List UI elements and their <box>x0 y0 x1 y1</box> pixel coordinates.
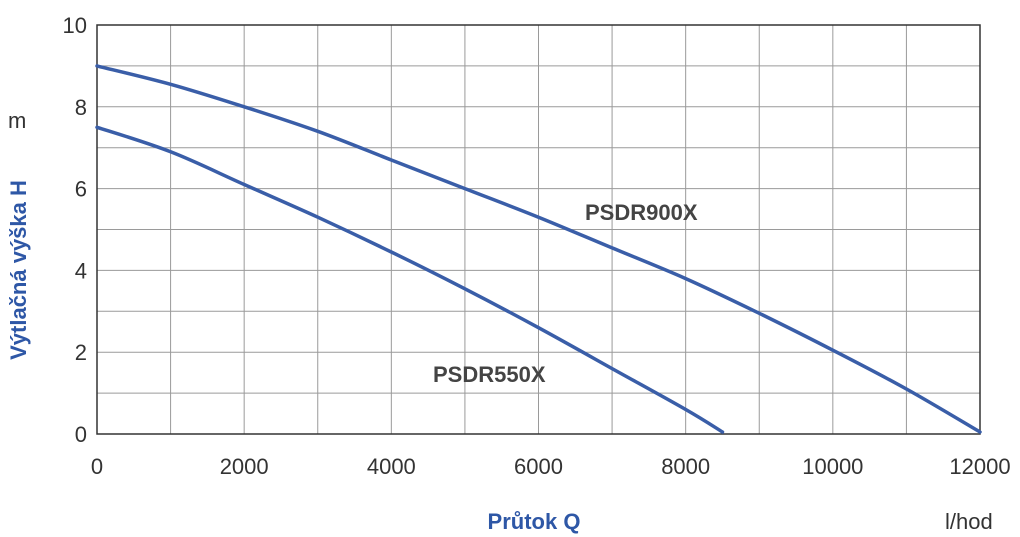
y-axis-title: Výtlačná výška H <box>6 180 31 360</box>
x-tick-label: 4000 <box>367 454 416 479</box>
y-tick-label: 10 <box>63 13 87 38</box>
x-tick-label: 6000 <box>514 454 563 479</box>
x-tick-labels: 0 2000 4000 6000 8000 10000 12000 <box>91 454 1011 479</box>
y-tick-label: 6 <box>75 177 87 202</box>
x-tick-label: 8000 <box>661 454 710 479</box>
grid-lines <box>97 25 980 434</box>
y-tick-label: 0 <box>75 422 87 447</box>
x-tick-label: 0 <box>91 454 103 479</box>
y-unit-label: m <box>8 108 26 133</box>
x-tick-label: 12000 <box>949 454 1010 479</box>
series-label-psdr550x: PSDR550X <box>433 362 546 387</box>
x-tick-label: 10000 <box>802 454 863 479</box>
y-tick-label: 2 <box>75 340 87 365</box>
x-unit-label: l/hod <box>945 509 993 534</box>
series-lines <box>95 64 982 434</box>
series-label-psdr900x: PSDR900X <box>585 200 698 225</box>
x-tick-label: 2000 <box>220 454 269 479</box>
series-line-psdr550x <box>95 125 725 434</box>
y-tick-label: 8 <box>75 95 87 120</box>
y-tick-labels: 0 2 4 6 8 10 <box>63 13 87 447</box>
x-axis-title: Průtok Q <box>488 509 581 534</box>
y-tick-label: 4 <box>75 258 87 283</box>
plot-frame <box>96 24 981 435</box>
series-line-psdr900x <box>95 64 982 434</box>
